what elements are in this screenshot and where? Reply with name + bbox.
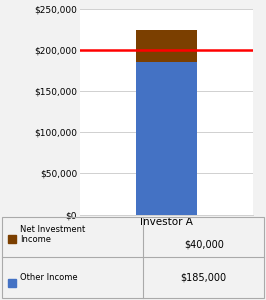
Bar <box>8 235 16 243</box>
Bar <box>136 62 197 214</box>
Text: Net Investment
Income: Net Investment Income <box>20 225 85 244</box>
Text: $40,000: $40,000 <box>184 240 224 250</box>
Text: Other Income: Other Income <box>20 273 78 282</box>
Bar <box>8 279 16 287</box>
Text: $185,000: $185,000 <box>181 273 227 283</box>
Bar <box>136 30 197 62</box>
